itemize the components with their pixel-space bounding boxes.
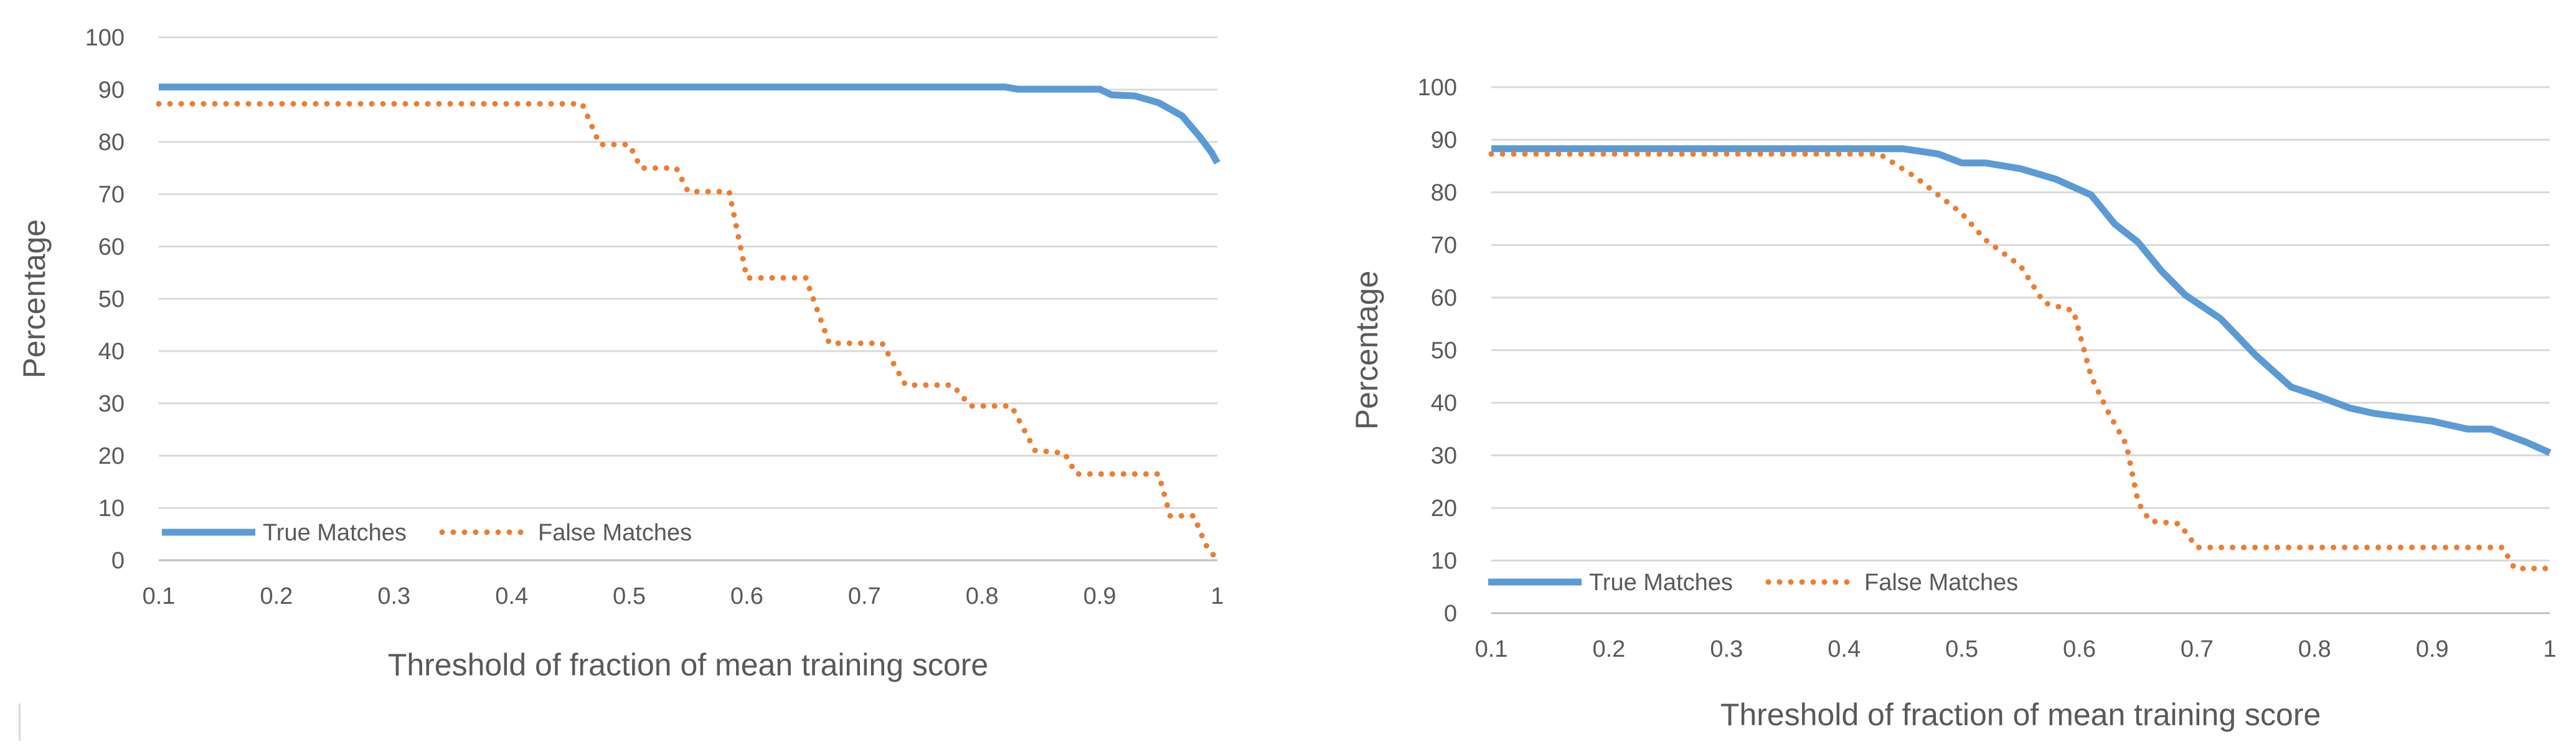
legend-label: False Matches bbox=[1864, 570, 2018, 596]
y-tick-label: 20 bbox=[1431, 496, 1457, 522]
series-line-true-matches bbox=[1491, 145, 2552, 456]
legend-label: True Matches bbox=[1589, 570, 1733, 596]
y-tick-label: 60 bbox=[98, 234, 125, 260]
y-tick-label: 40 bbox=[98, 339, 125, 365]
x-tick-label: 0.1 bbox=[143, 583, 176, 609]
x-tick-label: 0.9 bbox=[1083, 583, 1116, 609]
divider-mark bbox=[19, 703, 21, 741]
y-tick-label: 100 bbox=[1418, 75, 1457, 101]
y-tick-label: 30 bbox=[98, 391, 125, 417]
x-tick-label: 0.5 bbox=[1945, 636, 1978, 662]
x-axis-title: Threshold of fraction of mean training s… bbox=[1720, 697, 2321, 732]
x-tick-label: 0.6 bbox=[730, 583, 763, 609]
y-tick-label: 40 bbox=[1431, 390, 1457, 416]
x-tick-label: 1 bbox=[2543, 636, 2556, 662]
x-tick-label: 0.2 bbox=[260, 583, 293, 609]
series-line-false-matches bbox=[1488, 151, 2553, 571]
legend-label: True Matches bbox=[263, 520, 407, 546]
y-tick-label: 60 bbox=[1431, 285, 1457, 311]
x-tick-label: 1 bbox=[1210, 583, 1224, 609]
y-tick-label: 90 bbox=[98, 77, 125, 103]
x-tick-label: 0.8 bbox=[966, 583, 999, 609]
x-axis-title: Threshold of fraction of mean training s… bbox=[388, 647, 988, 682]
x-tick-label: 0.5 bbox=[613, 583, 646, 609]
x-tick-label: 0.9 bbox=[2416, 636, 2449, 662]
y-tick-label: 100 bbox=[85, 25, 125, 51]
x-tick-label: 0.7 bbox=[2181, 636, 2214, 662]
x-tick-label: 0.2 bbox=[1592, 636, 1625, 662]
x-tick-label: 0.1 bbox=[1475, 636, 1508, 662]
y-tick-label: 20 bbox=[98, 443, 125, 469]
series-line-true-matches bbox=[159, 83, 1220, 165]
y-tick-label: 0 bbox=[111, 548, 125, 574]
chart-true-false-matches-1: 0 10 20 30 40 50 60 70 80 90 100 0.1 0.2 0.3 0.4 0.5 0.6… bbox=[17, 25, 1224, 682]
x-tick-label: 0.4 bbox=[1828, 636, 1861, 662]
y-tick-label: 10 bbox=[1431, 548, 1457, 575]
y-tick-label: 50 bbox=[1431, 338, 1457, 364]
chart-true-false-matches-2: 0 10 20 30 40 50 60 70 80 90 100 0.1 0.2 0.3 0.4 0.5 0.6… bbox=[1349, 75, 2557, 732]
y-tick-label: 90 bbox=[1431, 128, 1457, 154]
y-tick-label: 30 bbox=[1431, 443, 1457, 469]
x-tick-label: 0.3 bbox=[377, 583, 410, 609]
legend-label: False Matches bbox=[538, 520, 692, 546]
y-axis-title: Percentage bbox=[17, 219, 52, 378]
x-tick-label: 0.7 bbox=[848, 583, 881, 609]
series-line-false-matches bbox=[156, 101, 1220, 563]
y-tick-label: 10 bbox=[98, 496, 125, 522]
y-axis-title: Percentage bbox=[1349, 271, 1384, 430]
y-tick-label: 80 bbox=[1431, 180, 1457, 206]
x-tick-label: 0.6 bbox=[2063, 636, 2096, 662]
y-tick-label: 70 bbox=[1431, 233, 1457, 259]
y-tick-label: 0 bbox=[1444, 601, 1457, 627]
y-tick-label: 80 bbox=[98, 129, 125, 156]
y-tick-label: 50 bbox=[98, 286, 125, 312]
x-tick-label: 0.4 bbox=[495, 583, 528, 609]
x-tick-label: 0.3 bbox=[1710, 636, 1743, 662]
x-tick-label: 0.8 bbox=[2298, 636, 2331, 662]
y-tick-label: 70 bbox=[98, 182, 125, 208]
